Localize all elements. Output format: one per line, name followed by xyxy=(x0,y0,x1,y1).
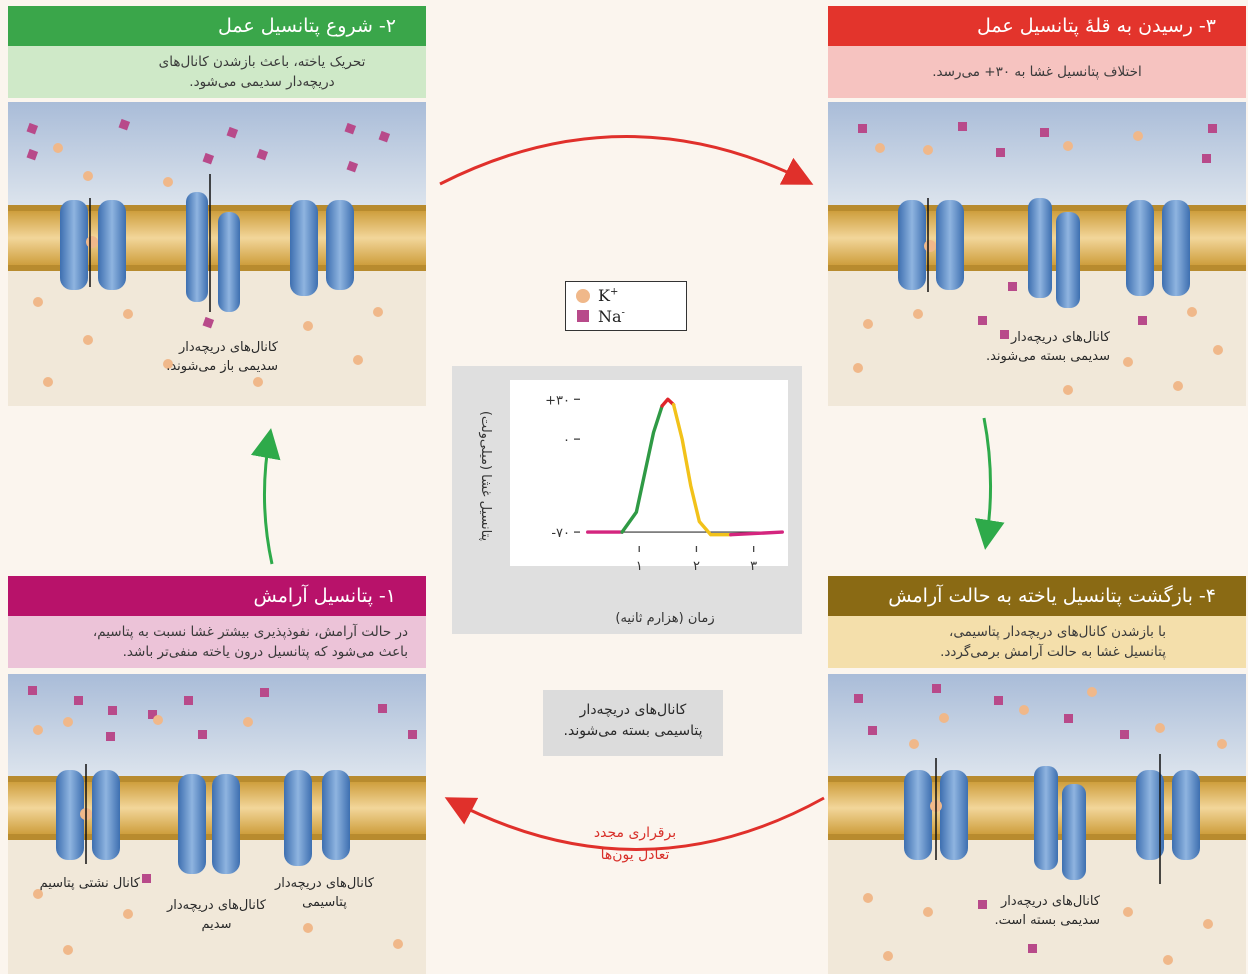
panel-description: اختلاف پتانسیل غشا به ۳۰+ می‌رسد. xyxy=(828,46,1246,98)
label-line: پتاسیمی xyxy=(302,895,347,910)
channel-label: کانال‌های دریچه‌دار سدیمی بسته می‌شوند. xyxy=(986,328,1110,366)
note-line: پتاسیمی بسته می‌شوند. xyxy=(563,723,703,739)
membrane-scene: کانال نشتی پتاسیم کانال‌های دریچه‌دار سد… xyxy=(8,674,426,974)
panel-description: با بازشدن کانال‌های دریچه‌دار پتاسیمی، پ… xyxy=(828,616,1246,668)
ion-balance-note: برقراری مجدد تعادل یون‌ها xyxy=(570,822,700,866)
chart-svg: +۳۰ ۰ -۷۰ ۱ ۲ ۳ زمان (هزارم ثانیه) پتانسیل غشا … xyxy=(478,380,788,626)
label-line: سدیمی باز می‌شوند. xyxy=(166,359,278,374)
panel-title: ۱- پتانسیل آرامش xyxy=(8,576,426,616)
panel-step-4: ۴- بازگشت پتانسیل یاخته به حالت آرامش با… xyxy=(828,576,1246,974)
note-line: کانال‌های دریچه‌دار xyxy=(579,702,687,718)
legend-k: K+ xyxy=(576,286,618,305)
panel-description: تحریک یاخته، باعث بازشدن کانال‌های دریچه… xyxy=(8,46,426,98)
na-ion-icon xyxy=(577,310,589,322)
y-axis-label: پتانسیل غشا (میلی‌ولت) xyxy=(478,411,493,542)
x-axis-label: زمان (هزارم ثانیه) xyxy=(615,611,714,626)
ion-legend: K+ Na- xyxy=(565,281,687,331)
x-tick-label: ۱ xyxy=(636,559,643,574)
membrane-scene: کانال‌های دریچه‌دار سدیمی بسته است. xyxy=(828,674,1246,974)
legend-na: Na- xyxy=(576,307,625,326)
desc-line: در حالت آرامش، نفوذپذیری بیشتر غشا نسبت … xyxy=(92,624,408,640)
panel-title: ۳- رسیدن به قلهٔ پتانسیل عمل xyxy=(828,6,1246,46)
series-line-return xyxy=(729,530,784,537)
series-line-falling xyxy=(671,402,733,537)
legend-na-label: Na xyxy=(598,307,622,326)
membrane-illustration xyxy=(828,674,1246,974)
label-line: سدیمی بسته می‌شوند. xyxy=(985,349,1110,364)
label-line: کانال‌های دریچه‌دار xyxy=(1000,894,1100,909)
x-tick-label: ۲ xyxy=(693,559,700,574)
membrane-scene: کانال‌های دریچه‌دار سدیمی بسته می‌شوند. xyxy=(828,102,1246,406)
panel-step-3: ۳- رسیدن به قلهٔ پتانسیل عمل اختلاف پتان… xyxy=(828,6,1246,406)
label-line: کانال‌های دریچه‌دار xyxy=(274,876,374,891)
label-line: کانال‌های دریچه‌دار xyxy=(178,340,278,355)
y-tick-label: ۰ xyxy=(563,433,570,448)
legend-k-charge: + xyxy=(609,286,619,298)
desc-line: باعث می‌شود که پتانسیل درون یاخته منفی‌ت… xyxy=(122,644,408,660)
y-tick-label: +۳۰ xyxy=(545,393,570,408)
membrane-illustration xyxy=(828,102,1246,406)
arrow-step3-to-step4 xyxy=(974,417,1005,550)
label-line: سدیمی بسته است. xyxy=(994,913,1100,928)
k-ion-icon xyxy=(576,289,590,303)
desc-line: تحریک یاخته، باعث بازشدن کانال‌های xyxy=(158,54,366,70)
panel-step-1: ۱- پتانسیل آرامش در حالت آرامش، نفوذپذیر… xyxy=(8,576,426,974)
legend-na-charge: - xyxy=(621,307,625,319)
legend-k-label: K xyxy=(598,286,610,305)
arrow-step4-to-step1 xyxy=(444,796,825,851)
desc-line: پتانسیل غشا به حالت آرامش برمی‌گردد. xyxy=(940,644,1166,660)
membrane-illustration xyxy=(8,102,426,406)
label-line: کانال‌های دریچه‌دار xyxy=(166,898,266,913)
series-line-peak xyxy=(660,397,676,408)
k-channels-close-note: کانال‌های دریچه‌دار پتاسیمی بسته می‌شوند… xyxy=(543,690,723,756)
k-channel-label: کانال‌های دریچه‌دار پتاسیمی xyxy=(275,874,374,912)
panel-step-2: ۲- شروع پتانسیل عمل تحریک یاخته، باعث با… xyxy=(8,6,426,406)
y-tick-label: -۷۰ xyxy=(551,526,570,541)
channel-label: کانال‌های دریچه‌دار سدیمی بسته است. xyxy=(995,892,1100,930)
series-line-rising xyxy=(620,404,664,534)
channel-label: کانال‌های دریچه‌دار سدیمی باز می‌شوند. xyxy=(166,338,278,376)
label-line: سدیم xyxy=(201,917,232,932)
note-line: تعادل یون‌ها xyxy=(600,847,670,863)
membrane-scene: کانال‌های دریچه‌دار سدیمی باز می‌شوند. xyxy=(8,102,426,406)
panel-title: ۴- بازگشت پتانسیل یاخته به حالت آرامش xyxy=(828,576,1246,616)
na-channel-label: کانال‌های دریچه‌دار سدیم xyxy=(167,896,266,934)
desc-line: با بازشدن کانال‌های دریچه‌دار پتاسیمی، xyxy=(948,624,1166,640)
label-line: کانال‌های دریچه‌دار xyxy=(1010,330,1110,345)
panel-description: در حالت آرامش، نفوذپذیری بیشتر غشا نسبت … xyxy=(8,616,426,668)
arrow-step1-to-step2 xyxy=(250,428,281,565)
leak-channel-label: کانال نشتی پتاسیم xyxy=(40,874,140,893)
x-tick-label: ۳ xyxy=(750,559,757,574)
label-line: کانال نشتی پتاسیم xyxy=(39,876,140,891)
membrane-illustration xyxy=(8,674,426,974)
panel-title: ۲- شروع پتانسیل عمل xyxy=(8,6,426,46)
arrow-step2-to-step3 xyxy=(439,135,814,186)
desc-line: دریچه‌دار سدیمی می‌شود. xyxy=(189,74,335,90)
desc-line: اختلاف پتانسیل غشا به ۳۰+ می‌رسد. xyxy=(932,64,1142,80)
note-line: برقراری مجدد xyxy=(593,825,677,841)
